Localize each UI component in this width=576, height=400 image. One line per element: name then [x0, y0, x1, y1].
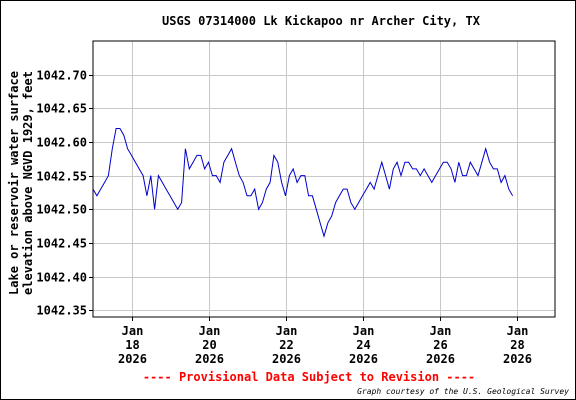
y-tick-label: 1042.65	[36, 102, 87, 116]
x-tick-label: Jan	[353, 324, 375, 338]
chart-title: USGS 07314000 Lk Kickapoo nr Archer City…	[162, 14, 481, 28]
x-tick-label: Jan	[430, 324, 452, 338]
x-tick-label: Jan	[276, 324, 298, 338]
x-tick-label: 28	[510, 338, 524, 352]
y-axis-label-line-1: Lake or reservoir water surface	[7, 71, 21, 295]
x-tick-label: Jan	[122, 324, 144, 338]
x-tick-label: Jan	[507, 324, 529, 338]
x-tick-label: 2026	[426, 352, 455, 366]
x-axis-ticks: Jan182026Jan202026Jan222026Jan242026Jan2…	[118, 317, 532, 366]
graph-credit: Graph courtesy of the U.S. Geological Su…	[357, 387, 569, 396]
x-tick-label: 2026	[118, 352, 147, 366]
y-axis-label-line-2: elevation above NGVD 1929, feet	[21, 71, 35, 295]
x-tick-label: 2026	[195, 352, 224, 366]
provisional-data-note: ---- Provisional Data Subject to Revisio…	[143, 370, 475, 384]
y-tick-label: 1042.60	[36, 136, 87, 150]
y-axis-ticks: 1042.35 1042.40 1042.45 1042.50 1042.55 1042.…	[36, 69, 93, 318]
y-tick-label: 1042.55	[36, 170, 87, 184]
x-tick-label: 22	[279, 338, 293, 352]
series-layer	[92, 128, 514, 238]
x-tick-label: Jan	[199, 324, 221, 338]
x-tick-label: 26	[433, 338, 447, 352]
y-tick-label: 1042.50	[36, 203, 87, 217]
y-tick-label: 1042.40	[36, 271, 87, 285]
y-tick-label: 1042.70	[36, 69, 87, 83]
y-axis-label: Lake or reservoir water surface elevatio…	[7, 71, 35, 295]
x-tick-label: 24	[356, 338, 370, 352]
y-tick-label: 1042.45	[36, 237, 87, 251]
x-tick-label: 20	[202, 338, 216, 352]
series-line	[92, 128, 514, 238]
x-tick-label: 2026	[349, 352, 378, 366]
y-tick-label: 1042.35	[36, 304, 87, 318]
grid-lines	[93, 41, 555, 317]
x-tick-label: 2026	[503, 352, 532, 366]
plot-area-border	[92, 40, 556, 318]
x-tick-label: 2026	[272, 352, 301, 366]
x-tick-label: 18	[125, 338, 139, 352]
